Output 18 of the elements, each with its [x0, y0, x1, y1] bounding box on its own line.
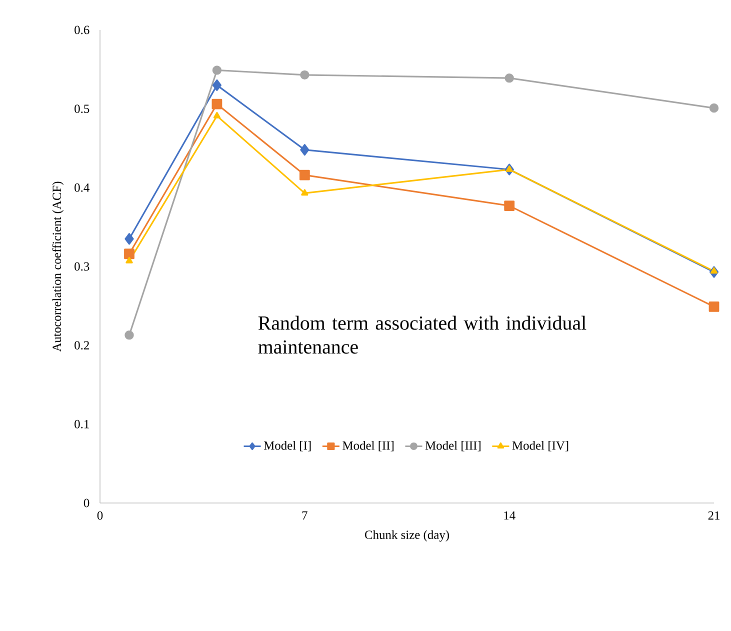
y-tick-label: 0.2	[74, 341, 89, 350]
x-tick-label: 14	[504, 511, 516, 520]
legend-label: Model [II]	[342, 440, 394, 452]
legend-label: Model [IV]	[512, 440, 568, 452]
y-tick-label: 0.6	[74, 26, 90, 34]
x-tick-label: 7	[302, 511, 308, 520]
x-tick-label: 0	[97, 511, 103, 520]
legend-label: Model [III]	[425, 440, 480, 452]
y-tick-label: 0.1	[74, 420, 89, 428]
y-axis-title: Autocorrelation coefficient (ACF)	[52, 182, 64, 352]
y-tick-label: 0.3	[74, 262, 90, 271]
annotation: Random term associated with individual maintenance	[258, 316, 586, 354]
y-tick-label: 0	[84, 498, 90, 508]
legend-label: Model [I]	[264, 440, 311, 452]
x-tick-label: 21	[708, 511, 720, 520]
x-axis-title: Chunk size (day)	[364, 530, 449, 542]
y-tick-label: 0.4	[74, 183, 90, 192]
y-tick-label: 0.5	[74, 104, 90, 114]
